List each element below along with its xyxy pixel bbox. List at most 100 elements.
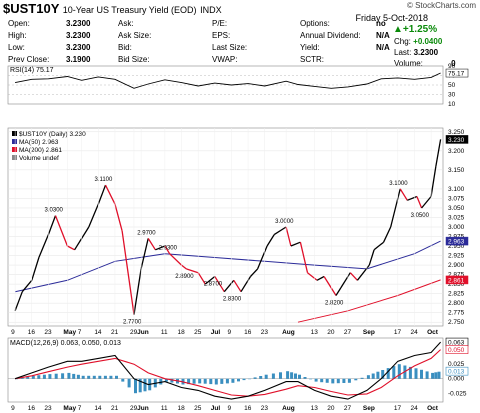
price-tick-label: 2.925	[448, 253, 465, 260]
price-segment	[373, 241, 385, 251]
ma50-tag	[445, 236, 469, 246]
quote-col-4: Options: no Annual Dividend: N/A Yield: N/A SC…	[300, 18, 390, 66]
price-x-tick-label: 25	[194, 329, 202, 336]
security-name: 10-Year US Treasury Yield (EOD)	[62, 5, 197, 15]
volume-value: 0	[451, 59, 456, 68]
macd-histogram-bar	[420, 369, 423, 379]
macd-tick-label: -0.025	[448, 390, 467, 397]
quote-label: Annual Dividend:	[300, 31, 361, 40]
quote-label: Bid:	[118, 43, 132, 52]
macd-histogram-bar	[376, 371, 380, 379]
legend-label: MA(50) 2.963	[19, 139, 59, 146]
price-tick-label: 3.250	[448, 129, 465, 136]
percent-change: ▲+1.25%	[393, 24, 437, 35]
macd-histogram-bar	[392, 366, 396, 379]
macd-x-tick-label: 16	[28, 405, 36, 412]
price-x-tick-label: 29	[130, 329, 138, 336]
price-annotation: 2.7700	[123, 320, 142, 326]
price-segment	[114, 204, 123, 231]
price-x-tick-label: Oct	[427, 329, 439, 336]
quote-row: Bid:	[118, 42, 151, 54]
price-tick-label: 3.100	[448, 186, 465, 193]
rsi-tick-label: 50	[448, 82, 456, 89]
price-segment	[169, 253, 182, 266]
macd-histogram-bar	[92, 375, 96, 379]
macd-histogram-bar	[290, 372, 294, 379]
legend-swatch	[12, 147, 17, 152]
price-segment	[67, 245, 75, 251]
quote-row: Open: 3.2300	[8, 18, 90, 30]
price-segment	[335, 287, 342, 296]
macd-x-tick-label: 16	[244, 405, 252, 412]
macd-x-tick-label: 14	[94, 405, 102, 412]
ma200-tag-label: 2.861	[448, 277, 465, 284]
quote-row: Low: 3.2300	[8, 42, 90, 54]
macd-x-tick-label: Jun	[137, 405, 149, 412]
price-annotation: 2.8300	[223, 297, 242, 303]
percent-change-value: +1.25%	[402, 24, 438, 35]
macd-histogram-bar	[54, 373, 58, 379]
macd-x-tick-label: Sep	[363, 405, 375, 412]
macd-x-tick-label: 23	[44, 405, 52, 412]
macd-histogram-bar	[342, 378, 346, 383]
rsi-tick-label: 90	[448, 63, 456, 70]
macd-x-tick-label: 18	[178, 405, 186, 412]
price-annotation: 3.0000	[275, 219, 294, 225]
price-annotation: 2.8700	[204, 282, 223, 288]
price-tick-label: 2.950	[448, 243, 465, 250]
macd-histogram-bar	[314, 378, 318, 382]
price-segment	[383, 226, 392, 243]
quote-label: Prev Close:	[8, 55, 50, 64]
macd-histogram-bar	[214, 378, 218, 385]
macd-x-tick-label: 9	[11, 405, 15, 412]
price-segment	[21, 279, 33, 293]
macd-value-tag-label: 0.063	[448, 340, 465, 347]
macd-tick-label: 0.025	[448, 361, 465, 368]
macd-x-tick-label: 20	[327, 405, 335, 412]
price-segment	[233, 279, 242, 293]
price-segment	[88, 203, 99, 228]
macd-histogram-bar	[371, 373, 375, 379]
volume-label: Volume:	[394, 59, 423, 68]
macd-histogram-bar	[220, 378, 224, 384]
macd-histogram-bar	[103, 375, 107, 379]
macd-histogram-bar	[134, 378, 137, 394]
quote-row: Annual Dividend: N/A	[300, 30, 390, 42]
rsi-title: RSI(14) 75.17	[10, 67, 54, 74]
price-segment	[104, 184, 116, 205]
macd-histogram-bar	[121, 378, 125, 382]
price-segment	[407, 195, 418, 201]
quote-row: Prev Close: 3.1900	[8, 54, 90, 66]
price-segment	[38, 234, 50, 258]
price-segment	[97, 184, 107, 205]
price-segment	[290, 241, 301, 247]
quote-value: no	[376, 19, 386, 28]
price-segment	[266, 234, 275, 247]
price-segment	[14, 291, 23, 312]
macd-x-tick-label: 17	[394, 405, 402, 412]
macd-histogram-bar	[331, 378, 335, 384]
symbol-label: $UST10Y	[3, 1, 60, 16]
macd-histogram-bar	[37, 375, 41, 379]
macd-histogram-bar	[437, 371, 441, 379]
macd-histogram-bar	[48, 374, 52, 379]
quote-label: Ask Size:	[118, 31, 152, 40]
ma200-line	[297, 279, 441, 323]
macd-histogram-bar	[386, 368, 390, 379]
macd-x-tick-label: Aug	[282, 405, 295, 412]
macd-histogram-bar	[209, 378, 213, 385]
quote-row: High: 3.2300	[8, 30, 90, 42]
macd-x-tick-label: Jul	[211, 405, 221, 412]
price-segment	[121, 230, 135, 315]
stockcharts-credit[interactable]: © StockCharts.com	[406, 1, 476, 10]
rsi-value-tag-label: 75.17	[448, 71, 465, 78]
chg-label: Chg:	[394, 37, 411, 46]
macd-x-tick-label: 7	[78, 405, 82, 412]
price-x-tick-label: 16	[28, 329, 36, 336]
price-segment	[399, 188, 408, 201]
price-x-tick-label: 23	[44, 329, 52, 336]
macd-histogram-bar	[279, 372, 282, 379]
macd-histogram-bar	[127, 378, 131, 388]
macd-histogram-bar	[159, 378, 163, 385]
